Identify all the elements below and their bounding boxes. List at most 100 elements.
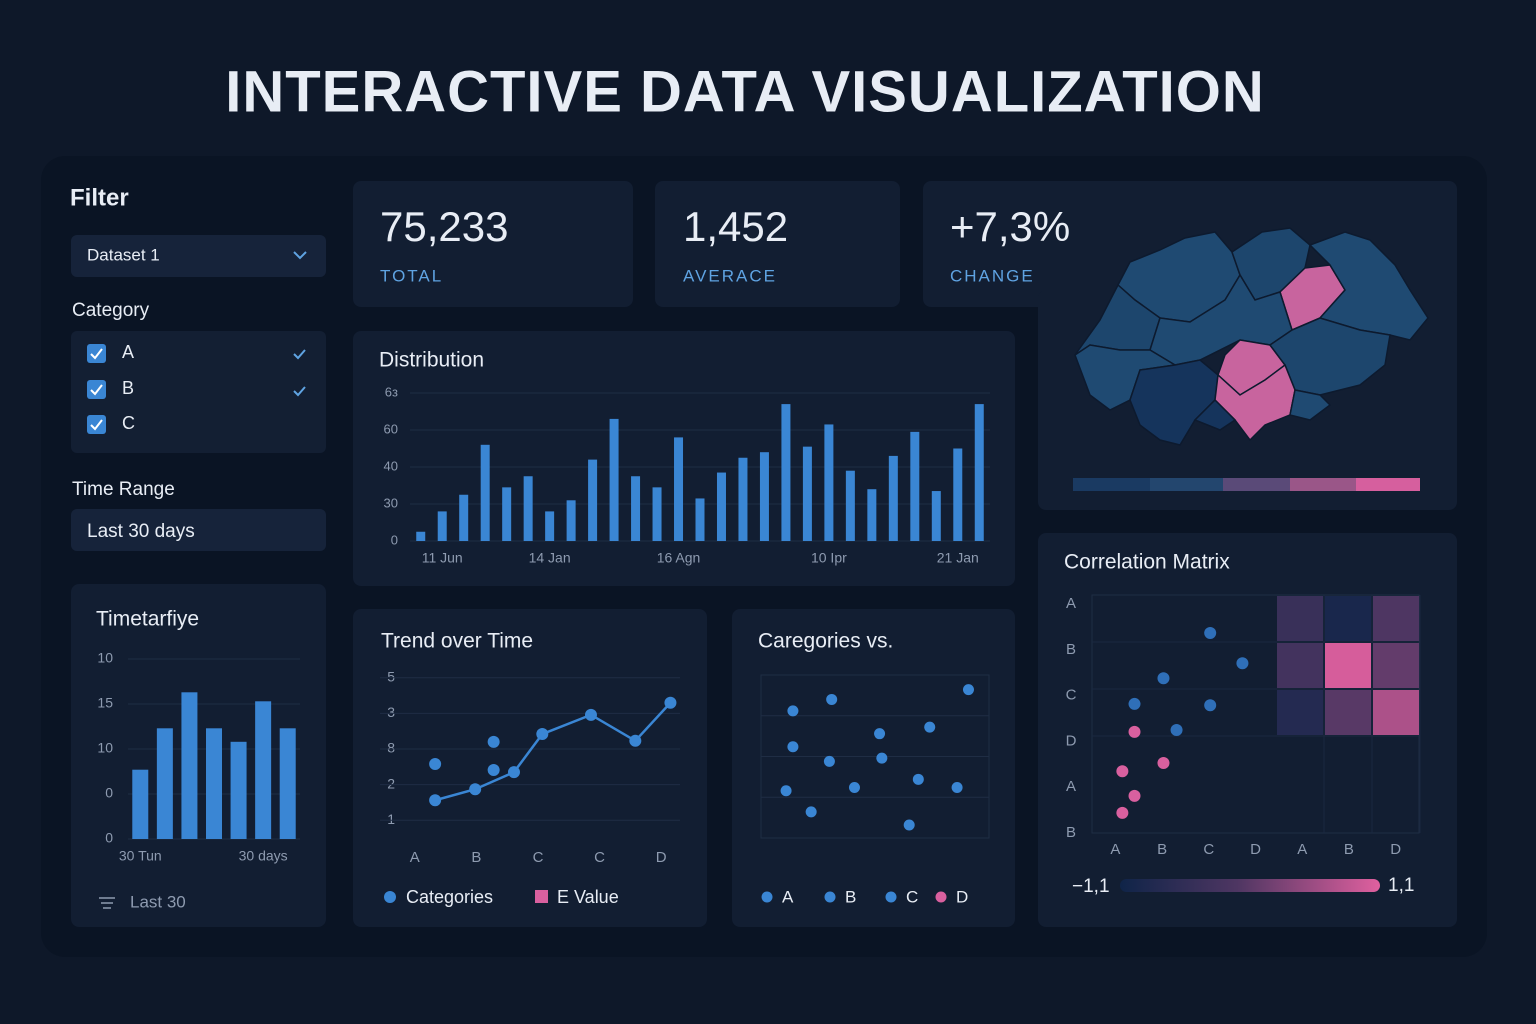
footer-button[interactable]: Last 30 — [99, 892, 186, 911]
point — [429, 757, 442, 770]
dataset-dropdown[interactable]: Dataset 1 — [71, 235, 326, 277]
bar — [974, 404, 984, 541]
legend-swatch — [935, 891, 947, 903]
panel-title: Distribution — [379, 349, 484, 372]
checkbox[interactable] — [87, 380, 106, 399]
filter-title: Filter — [70, 184, 129, 211]
bar — [738, 457, 748, 541]
checkbox-label[interactable]: A — [122, 342, 134, 362]
chevron[interactable] — [293, 251, 307, 260]
point — [903, 819, 915, 831]
x-tick-label: C — [533, 849, 544, 866]
heatmap-cell — [1277, 690, 1323, 735]
heatmap-cell — [1277, 643, 1323, 688]
bar — [480, 444, 490, 541]
trend-panel — [353, 609, 707, 927]
checkbox-label[interactable]: B — [122, 378, 134, 398]
bar — [206, 728, 222, 839]
checkbox[interactable] — [87, 415, 106, 434]
dropdown-value[interactable]: Dataset 1 — [87, 245, 160, 264]
panel-title: Correlation Matrix — [1064, 551, 1230, 574]
point — [1204, 699, 1217, 712]
x-tick-label: A — [410, 849, 420, 866]
bar — [824, 424, 834, 541]
time-range-value[interactable]: Last 30 days — [87, 521, 195, 542]
bar — [416, 531, 426, 541]
y-tick-label: 60 — [384, 421, 398, 436]
bar — [545, 511, 555, 541]
point — [1157, 672, 1170, 685]
bar — [156, 728, 173, 839]
x-tick-label: B — [471, 849, 481, 866]
x-tick-label: 16 Agn — [657, 550, 701, 566]
kpi-label: CHANGE — [950, 266, 1035, 285]
checkbox-a[interactable]: A — [87, 342, 306, 363]
x-tick-label: 30 days — [239, 848, 288, 864]
y-tick-label: D — [1066, 732, 1077, 749]
bar — [255, 701, 272, 839]
legend-swatch — [535, 890, 548, 903]
point — [487, 764, 500, 777]
category-title: Category — [72, 300, 150, 321]
legend-label: C — [906, 887, 918, 906]
bar — [802, 446, 812, 541]
bar — [459, 494, 469, 541]
time-range-box[interactable] — [71, 509, 326, 551]
timeframe-panel — [71, 584, 326, 927]
line-point — [584, 708, 597, 721]
y-tick-label: 3 — [387, 704, 395, 720]
point — [1128, 789, 1141, 802]
x-tick-label: D — [1250, 841, 1261, 858]
x-tick-label: 14 Jan — [529, 550, 571, 566]
kpi-card — [655, 181, 900, 307]
bar — [609, 418, 619, 541]
x-tick-label: 10 Ipr — [811, 550, 847, 566]
point — [805, 806, 817, 818]
map-region — [1289, 389, 1332, 421]
legend-label: B — [845, 887, 856, 906]
x-tick-label: 30 Tun — [119, 848, 162, 864]
bar — [674, 437, 684, 541]
legend-swatch — [761, 891, 773, 903]
page-title: INTERACTIVE DATA VISUALIZATION — [225, 59, 1265, 124]
point — [962, 684, 974, 696]
line-point — [629, 734, 642, 747]
time-range-select[interactable]: Last 30 days — [71, 509, 326, 551]
checkbox-c[interactable]: C — [87, 413, 135, 434]
checkbox-b[interactable]: B — [87, 378, 306, 399]
heatmap-cell — [1325, 690, 1371, 735]
legend-label: E Value — [557, 887, 619, 907]
heatmap-cell — [1373, 596, 1419, 641]
y-tick-label: 15 — [97, 695, 113, 711]
x-tick-label: 11 Jun — [422, 550, 463, 566]
x-tick-label: D — [1390, 841, 1401, 858]
kpi-label: AVERACE — [683, 266, 777, 285]
point — [1236, 657, 1249, 670]
color-scale — [1120, 879, 1380, 892]
map-region — [1193, 398, 1237, 431]
kpi-value: +7,3% — [950, 203, 1070, 250]
checkbox[interactable] — [87, 344, 106, 363]
checkbox-label[interactable]: C — [122, 413, 135, 433]
y-tick-label: 40 — [384, 458, 398, 473]
point — [848, 781, 860, 793]
point — [951, 781, 963, 793]
x-tick-label: 21 Jan — [937, 550, 979, 566]
dropdown-box[interactable] — [71, 235, 326, 277]
bar — [845, 470, 855, 541]
bar — [523, 476, 533, 541]
footer-label[interactable]: Last 30 — [130, 892, 186, 911]
y-tick-label: 10 — [97, 650, 113, 666]
kpi-value: 1,452 — [683, 203, 788, 250]
y-tick-label: 0 — [105, 830, 113, 846]
legend-label: D — [956, 887, 968, 906]
point — [787, 705, 799, 717]
scale-max-label: 1,1 — [1388, 875, 1414, 896]
legend-swatch — [384, 891, 396, 903]
bar — [931, 491, 941, 541]
scale-segment — [1073, 478, 1150, 491]
check-indicator — [293, 386, 306, 397]
bar — [759, 452, 769, 541]
check-indicator — [293, 349, 306, 360]
scale-segment — [1290, 478, 1356, 491]
